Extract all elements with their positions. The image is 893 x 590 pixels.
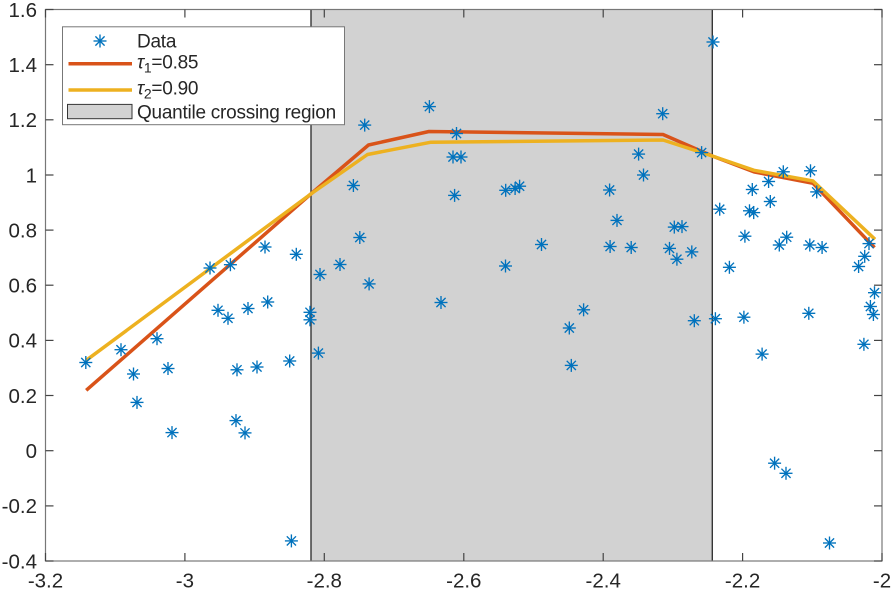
svg-text:-2.2: -2.2	[725, 569, 760, 590]
svg-text:-2.4: -2.4	[586, 569, 621, 590]
svg-text:0.2: 0.2	[9, 385, 38, 408]
svg-text:0.8: 0.8	[9, 219, 38, 242]
svg-text:-2.6: -2.6	[446, 569, 481, 590]
svg-text:-2.8: -2.8	[307, 569, 342, 590]
svg-text:0.6: 0.6	[9, 275, 38, 298]
svg-text:1.2: 1.2	[9, 109, 38, 132]
svg-text:1: 1	[26, 164, 37, 187]
svg-text:Data: Data	[137, 32, 177, 53]
svg-text:τ2=0.90: τ2=0.90	[137, 78, 198, 101]
svg-text:-0.2: -0.2	[2, 495, 37, 518]
svg-text:0: 0	[26, 440, 37, 463]
svg-text:-3: -3	[176, 569, 194, 590]
svg-text:1.4: 1.4	[9, 54, 38, 77]
svg-text:0.4: 0.4	[9, 330, 38, 353]
svg-text:-0.4: -0.4	[2, 550, 37, 573]
svg-text:1.6: 1.6	[9, 0, 38, 22]
svg-text:-3.2: -3.2	[28, 569, 63, 590]
svg-text:-2: -2	[873, 569, 891, 590]
svg-text:Quantile crossing region: Quantile crossing region	[137, 103, 336, 124]
svg-text:τ1=0.85: τ1=0.85	[137, 52, 198, 75]
